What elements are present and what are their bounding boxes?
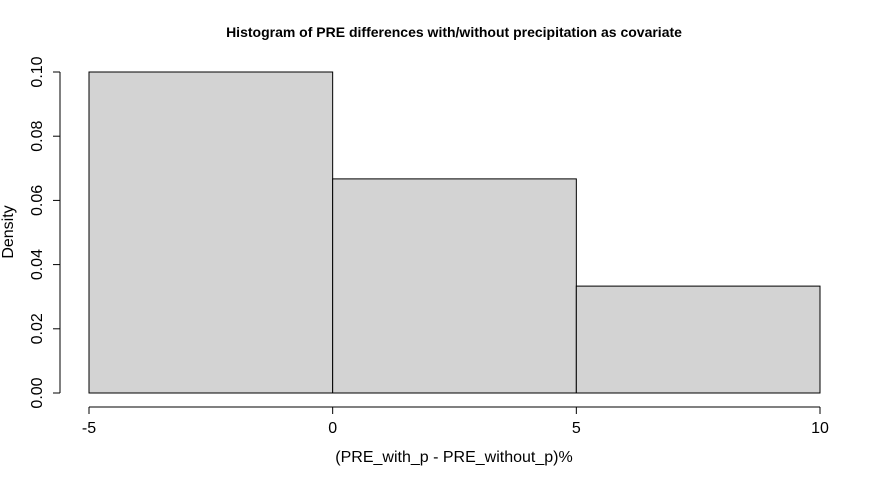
x-tick-label: -5 bbox=[82, 420, 96, 437]
histogram-bar-2 bbox=[332, 178, 577, 394]
chart-title: Histogram of PRE differences with/withou… bbox=[226, 24, 682, 40]
y-tick-label: 0.10 bbox=[29, 56, 46, 87]
y-tick-label: 0.06 bbox=[29, 185, 46, 216]
x-tick-label: 10 bbox=[811, 420, 829, 437]
y-tick-label: 0.08 bbox=[29, 121, 46, 152]
x-tick-label: 0 bbox=[328, 420, 337, 437]
x-tick-label: 5 bbox=[572, 420, 581, 437]
histogram-bar-3 bbox=[575, 285, 821, 394]
y-tick-label: 0.02 bbox=[29, 313, 46, 344]
y-axis-label: Density bbox=[0, 205, 17, 258]
x-axis-label: (PRE_with_p - PRE_without_p)% bbox=[335, 449, 572, 466]
bars-group bbox=[88, 71, 821, 394]
x-axis: -5 0 5 10 bbox=[82, 406, 829, 437]
y-tick-label: 0.04 bbox=[29, 249, 46, 280]
y-axis: 0.00 0.02 0.04 0.06 0.08 0.10 bbox=[29, 56, 61, 409]
histogram-bar-1 bbox=[88, 71, 334, 394]
y-tick-label: 0.00 bbox=[29, 377, 46, 408]
